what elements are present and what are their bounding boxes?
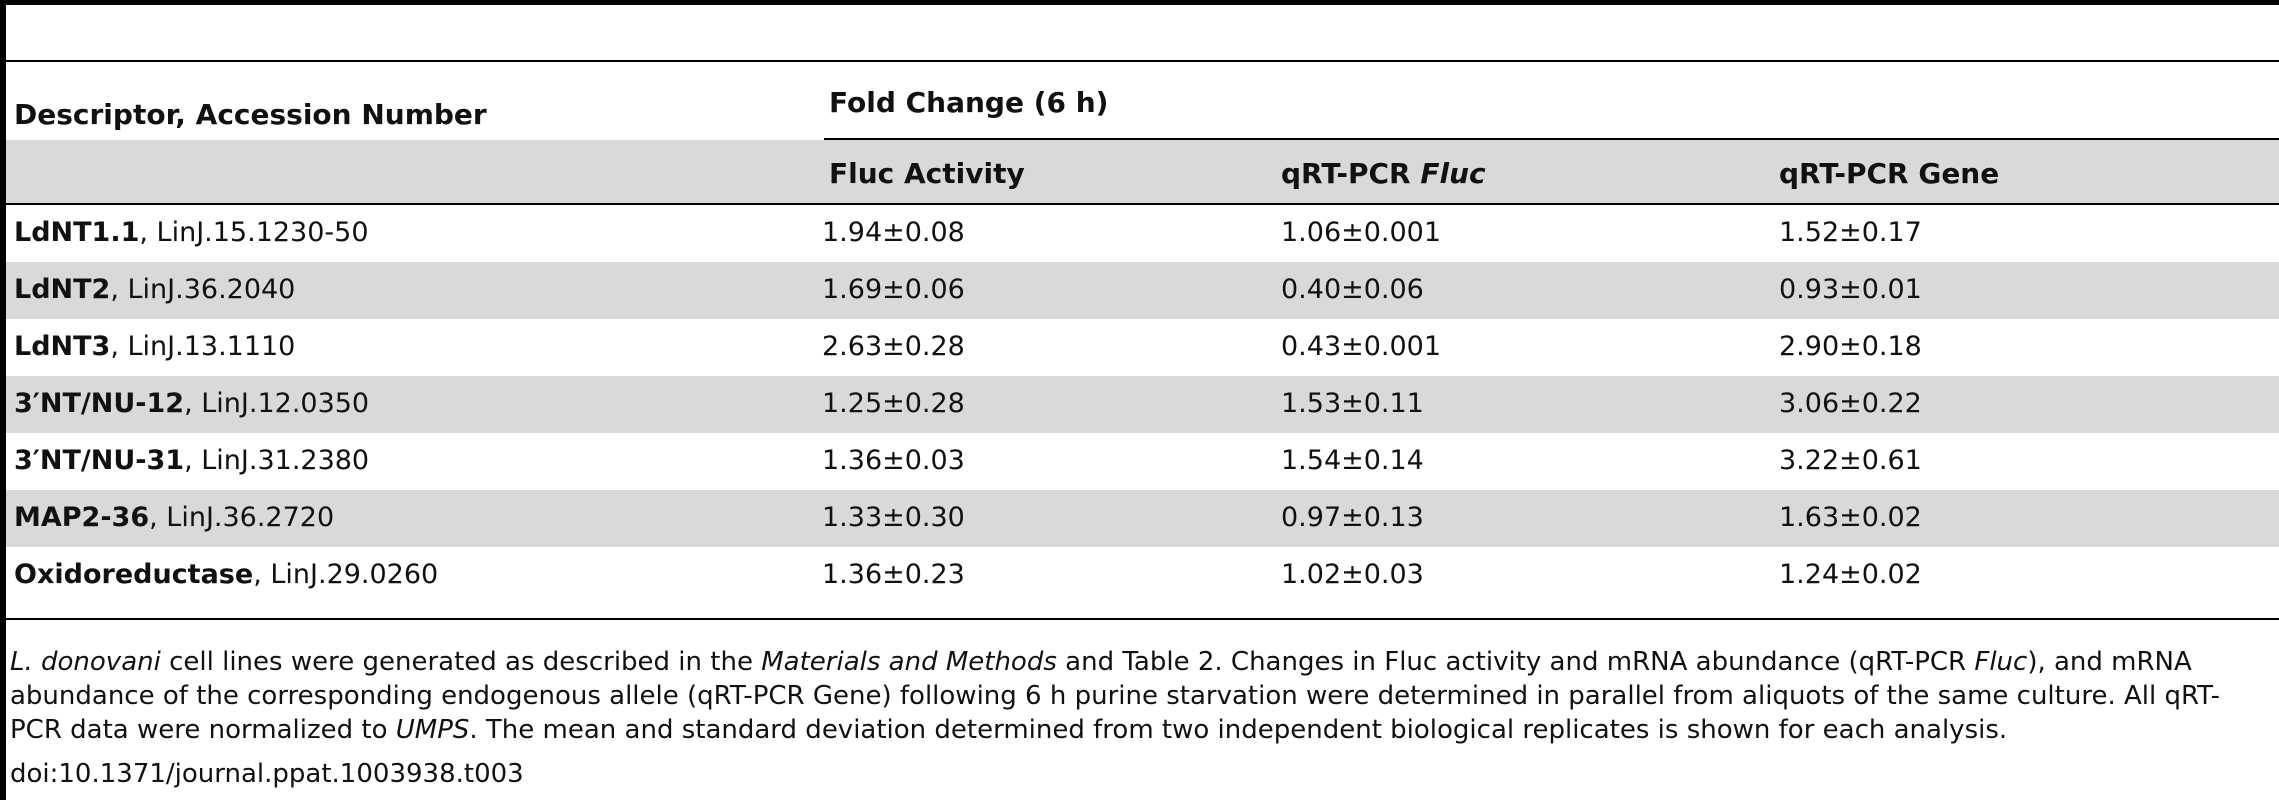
cell-descriptor: LdNT2, LinJ.36.2040	[14, 274, 296, 305]
cell-fluc-activity: 1.36±0.23	[822, 559, 965, 590]
cell-descriptor: 3′NT/NU-31, LinJ.31.2380	[14, 445, 370, 476]
header-bottom-rule	[6, 203, 2279, 205]
cell-qrtpcr-gene: 1.24±0.02	[1779, 559, 1922, 590]
cell-fluc-activity: 1.36±0.03	[822, 445, 965, 476]
cell-qrtpcr-gene: 1.52±0.17	[1779, 217, 1922, 248]
cell-qrtpcr-fluc: 1.02±0.03	[1281, 559, 1424, 590]
cell-qrtpcr-gene: 3.06±0.22	[1779, 388, 1922, 419]
left-border	[0, 0, 6, 800]
cell-fluc-activity: 2.63±0.28	[822, 331, 965, 362]
cell-qrtpcr-fluc: 0.40±0.06	[1281, 274, 1424, 305]
cell-qrtpcr-gene: 0.93±0.01	[1779, 274, 1922, 305]
group-header-rule	[824, 138, 2279, 140]
cell-qrtpcr-gene: 3.22±0.61	[1779, 445, 1922, 476]
top-border	[0, 0, 2279, 5]
table-row: LdNT1.1, LinJ.15.1230-50 1.94±0.08 1.06±…	[6, 205, 2279, 262]
cell-fluc-activity: 1.69±0.06	[822, 274, 965, 305]
cell-qrtpcr-fluc: 1.06±0.001	[1281, 217, 1442, 248]
table-footnote: L. donovani cell lines were generated as…	[10, 647, 2221, 745]
header-qrtpcr-gene: qRT-PCR Gene	[1779, 157, 2000, 190]
header-qrtpcr-fluc: qRT-PCR Fluc	[1281, 157, 1486, 190]
cell-qrtpcr-gene: 2.90±0.18	[1779, 331, 1922, 362]
cell-qrtpcr-fluc: 0.97±0.13	[1281, 502, 1424, 533]
cell-descriptor: MAP2-36, LinJ.36.2720	[14, 502, 335, 533]
cell-fluc-activity: 1.25±0.28	[822, 388, 965, 419]
doi-link[interactable]: doi:10.1371/journal.ppat.1003938.t003	[10, 759, 524, 789]
cell-descriptor: LdNT3, LinJ.13.1110	[14, 331, 296, 362]
table-row: 3′NT/NU-12, LinJ.12.0350 1.25±0.28 1.53±…	[6, 376, 2279, 433]
header-band	[6, 140, 2279, 204]
table-row: LdNT3, LinJ.13.1110 2.63±0.28 0.43±0.001…	[6, 319, 2279, 376]
cell-descriptor: 3′NT/NU-12, LinJ.12.0350	[14, 388, 370, 419]
cell-qrtpcr-fluc: 1.53±0.11	[1281, 388, 1424, 419]
table-row: MAP2-36, LinJ.36.2720 1.33±0.30 0.97±0.1…	[6, 490, 2279, 547]
cell-qrtpcr-fluc: 1.54±0.14	[1281, 445, 1424, 476]
table-row: 3′NT/NU-31, LinJ.31.2380 1.36±0.03 1.54±…	[6, 433, 2279, 490]
table-row: Oxidoreductase, LinJ.29.0260 1.36±0.23 1…	[6, 547, 2279, 604]
cell-descriptor: Oxidoreductase, LinJ.29.0260	[14, 559, 439, 590]
table-row: LdNT2, LinJ.36.2040 1.69±0.06 0.40±0.06 …	[6, 262, 2279, 319]
cell-fluc-activity: 1.94±0.08	[822, 217, 965, 248]
table-top-rule	[6, 60, 2279, 62]
header-fluc-activity: Fluc Activity	[829, 157, 1025, 190]
cell-qrtpcr-gene: 1.63±0.02	[1779, 502, 1922, 533]
table-bottom-rule	[6, 618, 2279, 620]
cell-qrtpcr-fluc: 0.43±0.001	[1281, 331, 1442, 362]
header-descriptor: Descriptor, Accession Number	[14, 98, 487, 131]
cell-descriptor: LdNT1.1, LinJ.15.1230-50	[14, 217, 369, 248]
cell-fluc-activity: 1.33±0.30	[822, 502, 965, 533]
header-fold-change: Fold Change (6 h)	[829, 86, 1109, 119]
